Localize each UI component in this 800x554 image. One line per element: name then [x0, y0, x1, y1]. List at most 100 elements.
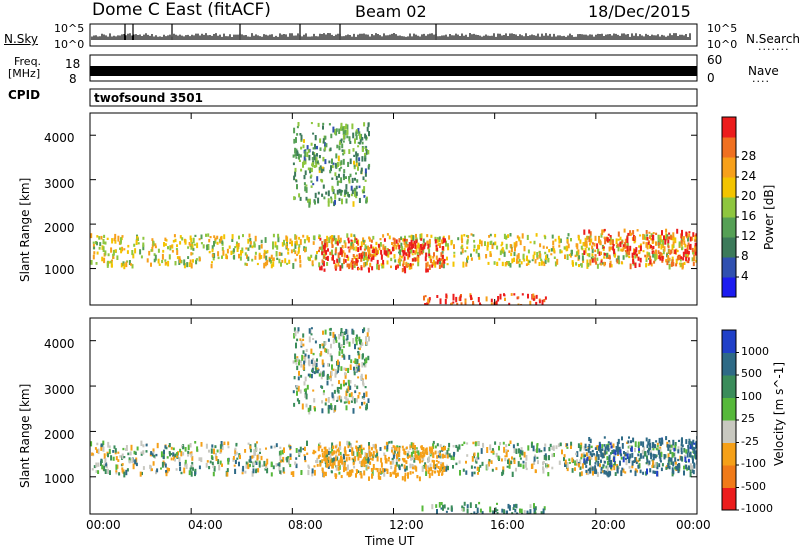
- cell: [402, 238, 405, 242]
- cell: [549, 443, 552, 447]
- cell: [347, 379, 350, 384]
- cell: [128, 458, 131, 462]
- cell: [688, 233, 691, 238]
- cell: [680, 243, 683, 247]
- cell: [462, 507, 465, 512]
- cell: [683, 448, 686, 453]
- cell: [219, 444, 222, 449]
- cell: [517, 461, 520, 467]
- cell: [278, 462, 281, 467]
- cell: [413, 240, 416, 244]
- cell: [244, 470, 247, 474]
- cell: [689, 243, 692, 250]
- cell: [327, 363, 330, 367]
- cell: [169, 452, 171, 457]
- cell: [682, 236, 685, 241]
- cell: [318, 234, 321, 238]
- xtick-6: 00:00: [676, 518, 711, 532]
- cell: [263, 262, 266, 269]
- cell: [617, 447, 620, 452]
- cell: [370, 244, 373, 249]
- cell: [419, 244, 422, 250]
- cell: [95, 470, 98, 473]
- cell: [340, 139, 343, 143]
- cell: [152, 461, 155, 466]
- cell: [93, 465, 96, 469]
- cell: [362, 257, 365, 261]
- cell: [336, 180, 339, 186]
- cell: [585, 452, 588, 457]
- cell: [435, 504, 438, 508]
- cell: [687, 444, 690, 448]
- cell: [214, 453, 217, 459]
- cell: [95, 462, 98, 468]
- cell: [134, 248, 137, 254]
- cell: [447, 245, 450, 251]
- cell: [431, 470, 434, 473]
- cell: [131, 457, 134, 463]
- cell: [436, 470, 439, 473]
- cell: [624, 457, 627, 460]
- cell: [600, 466, 603, 470]
- cell: [634, 441, 637, 448]
- cell: [300, 374, 303, 378]
- cell: [534, 454, 537, 457]
- cell: [198, 257, 201, 262]
- cell: [94, 447, 97, 450]
- cell: [300, 168, 303, 172]
- cell: [335, 131, 338, 136]
- cell: [513, 293, 516, 296]
- cell: [110, 264, 113, 268]
- cell: [329, 327, 332, 331]
- cell: [192, 467, 194, 471]
- cell: [525, 467, 528, 471]
- cell: [352, 462, 355, 466]
- cell: [296, 387, 299, 390]
- cell: [336, 456, 339, 461]
- cell: [503, 509, 506, 514]
- cell: [336, 386, 339, 393]
- cell: [606, 461, 609, 466]
- cell: [527, 259, 530, 266]
- cell: [191, 244, 194, 249]
- cell: [425, 470, 428, 476]
- cell: [585, 465, 588, 468]
- cell: [496, 502, 498, 505]
- cell: [521, 512, 523, 514]
- cell: [670, 461, 673, 465]
- cell: [348, 456, 351, 461]
- cell: [331, 393, 334, 399]
- cell: [302, 343, 305, 347]
- cell: [536, 252, 539, 258]
- cell: [617, 231, 620, 237]
- cell: [642, 233, 645, 240]
- cell: [594, 465, 597, 471]
- cell: [493, 261, 496, 265]
- colorbar-segment: [722, 177, 736, 198]
- cell: [226, 468, 229, 473]
- cell: [633, 460, 636, 463]
- cell: [532, 445, 535, 452]
- cell: [638, 245, 641, 248]
- cell: [650, 233, 653, 237]
- cell: [362, 396, 365, 400]
- cell: [524, 461, 527, 468]
- cell: [308, 328, 311, 334]
- cell: [334, 373, 337, 378]
- cell: [516, 235, 519, 239]
- cell: [313, 469, 316, 476]
- cell: [349, 364, 352, 370]
- cell: [463, 501, 466, 506]
- cell: [624, 238, 627, 243]
- cell: [359, 471, 362, 476]
- cell: [610, 452, 612, 455]
- cell: [460, 234, 463, 241]
- cell: [492, 242, 495, 246]
- cell: [327, 456, 330, 460]
- cell: [175, 455, 178, 458]
- cell: [434, 450, 437, 455]
- xtick-0: 00:00: [86, 518, 121, 532]
- cell: [523, 258, 526, 262]
- cell: [587, 262, 590, 267]
- cell: [293, 127, 296, 134]
